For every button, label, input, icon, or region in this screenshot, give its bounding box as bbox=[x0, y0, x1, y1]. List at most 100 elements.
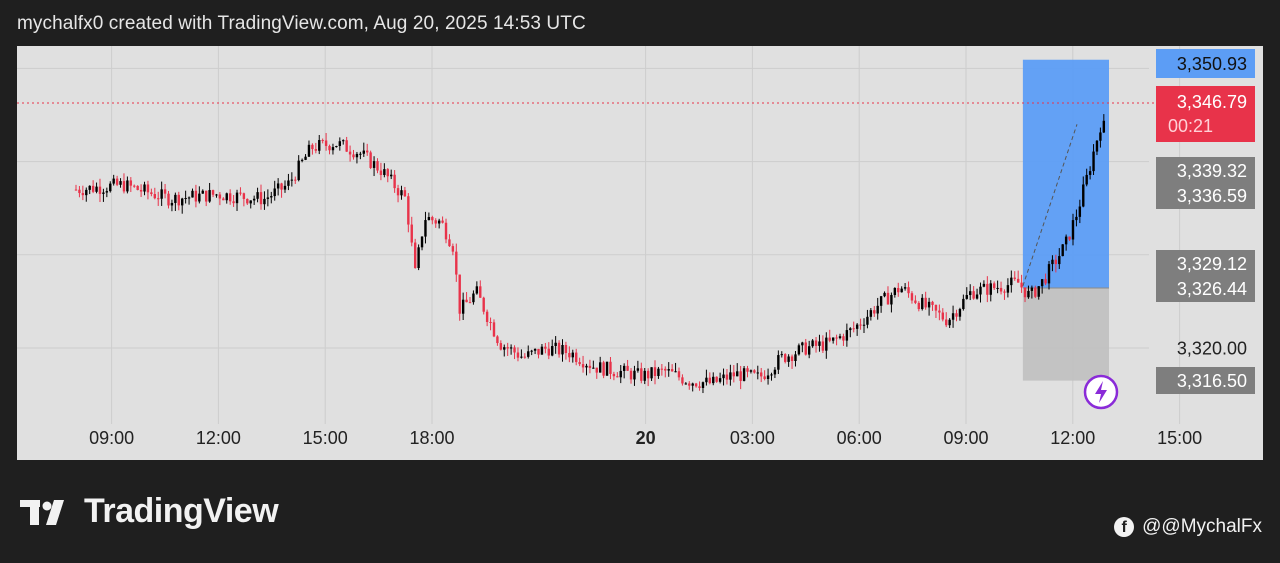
candle-down bbox=[828, 337, 831, 341]
candle-down bbox=[393, 174, 396, 189]
x-tick-label: 03:00 bbox=[730, 428, 775, 448]
candle-up bbox=[119, 181, 122, 185]
candle-up bbox=[437, 220, 441, 224]
candle-up bbox=[561, 344, 564, 355]
candle-down bbox=[218, 194, 222, 199]
candle-up bbox=[273, 188, 276, 197]
candle-down bbox=[859, 324, 862, 326]
candle-up bbox=[198, 193, 201, 202]
candle-up bbox=[342, 140, 345, 142]
candle-down bbox=[455, 251, 458, 275]
time-axis: 09:00 12:00 15:00 18:00 20 03:00 06:00 09:00 12:… bbox=[89, 428, 1202, 448]
candle-down bbox=[790, 356, 794, 361]
candle-down bbox=[783, 354, 787, 362]
candle-down bbox=[537, 348, 540, 355]
candle-up bbox=[270, 196, 273, 198]
candle-up bbox=[95, 186, 98, 192]
candle-down bbox=[595, 367, 598, 373]
candle-down bbox=[366, 150, 369, 153]
candle-down bbox=[492, 322, 496, 337]
price-chart[interactable]: 09:00 12:00 15:00 18:00 20 03:00 06:00 09:00 12:… bbox=[17, 46, 1263, 460]
candle-down bbox=[914, 300, 917, 303]
chart-grid bbox=[17, 46, 1181, 424]
candle-down bbox=[194, 190, 198, 202]
candle-up bbox=[472, 293, 475, 303]
candle-down bbox=[434, 220, 437, 224]
candle-up bbox=[903, 287, 907, 289]
candle-down bbox=[379, 170, 383, 175]
candle-down bbox=[938, 310, 941, 313]
candle-down bbox=[348, 151, 352, 155]
candle-up bbox=[191, 190, 194, 198]
candle-up bbox=[982, 283, 986, 287]
price-label: 3,326.44 bbox=[1177, 279, 1247, 299]
candle-down bbox=[941, 312, 944, 320]
candle-up bbox=[105, 191, 109, 193]
candle-down bbox=[664, 368, 667, 371]
candle-down bbox=[431, 217, 434, 221]
candle-down bbox=[369, 152, 372, 168]
candle-up bbox=[424, 220, 427, 237]
brand-name: TradingView bbox=[84, 492, 279, 530]
candle-down bbox=[177, 194, 180, 206]
candle-down bbox=[513, 347, 516, 353]
candle-down bbox=[129, 180, 133, 186]
alert-icon-bolt bbox=[1095, 381, 1107, 403]
candle-up bbox=[684, 383, 688, 385]
candle-up bbox=[263, 198, 266, 205]
candle-up bbox=[742, 368, 746, 381]
social-handle: f @@MychalFx bbox=[1114, 516, 1262, 538]
candle-up bbox=[338, 141, 342, 146]
candle-down bbox=[814, 340, 818, 346]
candle-down bbox=[910, 293, 914, 301]
candle-up bbox=[184, 198, 187, 200]
candle-down bbox=[150, 192, 153, 195]
candle-up bbox=[794, 354, 797, 361]
candle-down bbox=[222, 198, 225, 201]
candle-up bbox=[1006, 285, 1010, 293]
candle-down bbox=[924, 297, 927, 308]
candle-up bbox=[831, 337, 835, 341]
candle-up bbox=[883, 292, 886, 297]
price-label-bg bbox=[1156, 182, 1255, 209]
candle-up bbox=[962, 298, 965, 310]
candle-up bbox=[1030, 287, 1034, 291]
candle-down bbox=[122, 181, 126, 192]
x-tick-label: 18:00 bbox=[409, 428, 454, 448]
candle-up bbox=[276, 183, 280, 189]
candle-down bbox=[955, 313, 958, 317]
candle-up bbox=[770, 374, 773, 376]
candle-down bbox=[934, 304, 938, 311]
candle-up bbox=[636, 368, 640, 371]
candle-down bbox=[897, 288, 900, 293]
current-price-label: 3,346.79 bbox=[1177, 92, 1247, 112]
candle-down bbox=[931, 301, 934, 305]
chart-area[interactable]: 09:00 12:00 15:00 18:00 20 03:00 06:00 09:00 12:… bbox=[17, 46, 1263, 460]
x-tick-label: 20 bbox=[636, 428, 656, 448]
target-price-label-bg bbox=[1156, 49, 1255, 78]
candle-down bbox=[588, 365, 592, 368]
candle-down bbox=[653, 367, 657, 377]
candle-down bbox=[715, 376, 718, 382]
candle-up bbox=[554, 342, 557, 347]
candle-down bbox=[1023, 287, 1027, 298]
candle-up bbox=[749, 370, 753, 372]
candle-up bbox=[958, 309, 962, 317]
candle-up bbox=[520, 356, 523, 358]
candle-down bbox=[458, 274, 461, 314]
candle-down bbox=[842, 336, 845, 341]
candle-up bbox=[503, 347, 506, 350]
candle-up bbox=[527, 351, 530, 357]
candle-up bbox=[862, 324, 866, 326]
candle-up bbox=[691, 383, 694, 386]
candle-up bbox=[622, 365, 626, 371]
candle-down bbox=[907, 287, 910, 294]
candle-up bbox=[335, 145, 338, 148]
candle-down bbox=[694, 383, 698, 387]
candle-down bbox=[246, 198, 249, 204]
candle-down bbox=[1016, 278, 1020, 283]
candle-down bbox=[1044, 279, 1047, 284]
candle-down bbox=[972, 291, 975, 299]
candle-up bbox=[400, 190, 403, 196]
candle-down bbox=[677, 371, 681, 378]
